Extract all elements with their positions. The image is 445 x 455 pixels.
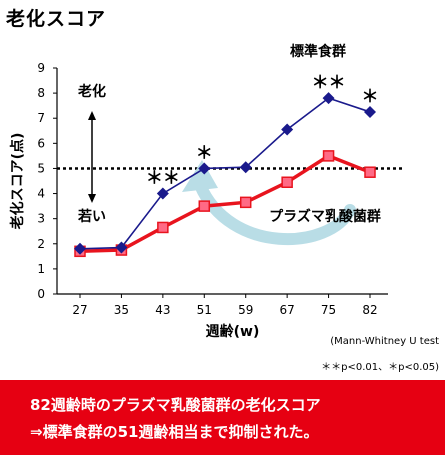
shift-arrow-head <box>182 160 218 192</box>
data-point-standard <box>74 242 86 255</box>
y-tick-label: 1 <box>37 262 45 276</box>
data-point-standard <box>364 105 376 118</box>
y-axis-label: 老化スコア(点) <box>9 133 26 230</box>
data-point-standard <box>239 161 252 174</box>
page-title: 老化スコア <box>6 8 107 30</box>
banner-line-2: ⇒標準食群の51週齢相当まで抑制された。 <box>30 423 319 441</box>
series-label-standard: 標準食群 <box>290 43 346 60</box>
data-point-standard <box>115 241 128 254</box>
conclusion-banner: 82週齢時のプラズマ乳酸菌群の老化スコア ⇒標準食群の51週齢相当まで抑制された… <box>0 380 445 455</box>
stat-test-note: (Mann-Whitney U test <box>330 336 439 347</box>
x-tick-label: 82 <box>362 303 377 317</box>
data-point-plasma <box>239 196 252 209</box>
data-point-standard <box>198 162 211 175</box>
x-tick-label: 75 <box>321 303 336 317</box>
data-point-plasma <box>281 176 293 189</box>
y-tick-label: 3 <box>37 212 45 226</box>
data-point-plasma <box>322 150 335 162</box>
y-tick-label: 2 <box>37 237 45 251</box>
y-tick-label: 4 <box>37 187 45 201</box>
x-tick-label: 43 <box>155 303 170 317</box>
data-point-plasma <box>198 200 211 212</box>
series-line-standard <box>79 97 371 250</box>
data-point-standard <box>156 187 169 200</box>
x-tick-label: 27 <box>72 303 87 317</box>
x-tick-label: 51 <box>197 303 212 317</box>
x-tick-label: 67 <box>280 303 295 317</box>
y-tick-label: 9 <box>37 61 45 75</box>
y-tick-label: 5 <box>37 161 45 175</box>
data-point-plasma <box>364 166 376 178</box>
y-tick-label: 7 <box>37 111 45 125</box>
significance-mark: ＊＊ <box>146 169 180 189</box>
range-arrow-down <box>88 194 96 203</box>
shift-arrow-body <box>194 179 356 246</box>
significance-mark: ＊ <box>362 87 379 107</box>
significance-mark: ＊ <box>196 143 213 163</box>
annotation-aging: 老化 <box>78 83 106 100</box>
y-tick-label: 8 <box>37 86 45 100</box>
data-point-standard <box>281 123 294 136</box>
significance-mark: ＊＊ <box>312 73 346 93</box>
x-tick-label: 59 <box>238 303 253 317</box>
series-label-plasma: プラズマ乳酸菌群 <box>269 208 381 225</box>
y-tick-label: 6 <box>37 136 45 150</box>
range-arrow-up <box>88 111 96 120</box>
annotation-young: 若い <box>77 208 106 225</box>
banner-line-1: 82週齢時のプラズマ乳酸菌群の老化スコア <box>30 396 321 414</box>
data-point-standard <box>322 92 335 105</box>
y-tick-label: 0 <box>37 287 45 301</box>
data-point-plasma <box>157 221 169 234</box>
significance-legend-note: ＊＊p<0.01、＊p<0.05) <box>321 362 439 373</box>
x-tick-label: 35 <box>114 303 129 317</box>
x-axis-label: 週齢(w) <box>206 323 260 340</box>
series-line-plasma <box>79 153 371 254</box>
